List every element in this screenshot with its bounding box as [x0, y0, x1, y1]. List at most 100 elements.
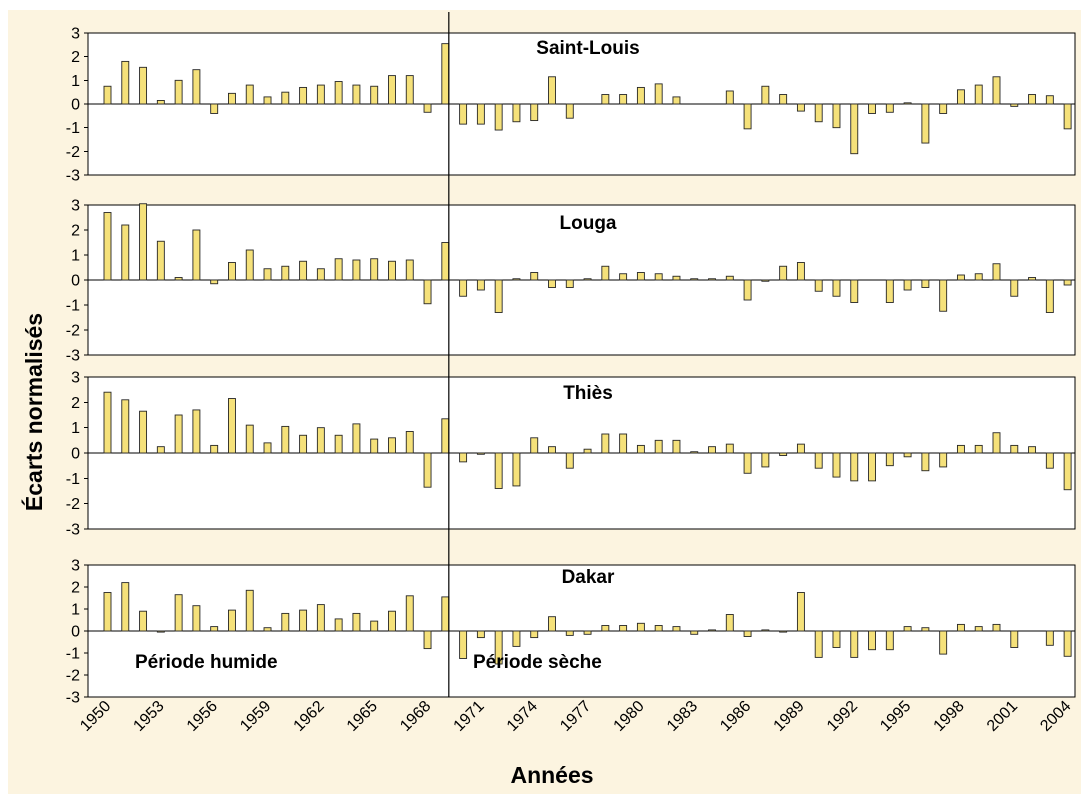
bar-saint-louis-1980: [636, 86, 645, 105]
bar-dakar-1994: [885, 630, 894, 651]
bar-dakar-1996: [921, 627, 930, 632]
bar-dakar-2004: [1063, 630, 1072, 657]
y-tick-label: 3: [71, 370, 80, 387]
bar-dakar-1960: [281, 612, 290, 632]
y-tick-label: -2: [66, 144, 80, 161]
bar-saint-louis-1994: [885, 103, 894, 113]
panel-thies: 3 2 1 0 -1 -2 -3 Thiès: [66, 370, 1076, 539]
bar-thies-1999: [974, 444, 983, 454]
bar-dakar-1954: [174, 594, 183, 632]
bar-thies-1989: [796, 443, 805, 454]
bar-saint-louis-1978: [601, 94, 610, 105]
bar-thies-1996: [921, 452, 930, 472]
bar-louga-1961: [299, 260, 308, 281]
bar-thies-1964: [352, 423, 361, 454]
bar-louga-1954: [174, 277, 183, 281]
y-tick-label: -2: [66, 668, 80, 685]
bar-thies-1986: [743, 452, 752, 474]
bar-saint-louis-1970: [459, 103, 468, 125]
bar-louga-1997: [939, 279, 948, 312]
y-tick-label: -2: [66, 496, 80, 513]
bar-dakar-1964: [352, 612, 361, 632]
bar-louga-1957: [228, 262, 236, 281]
bar-louga-1991: [832, 279, 841, 297]
y-tick-label: 0: [71, 624, 80, 641]
bar-dakar-1958: [245, 589, 254, 632]
station-panels: 3 2 1 0 -1 -2 -3 Saint-Louis 3 2 1 0 -1 -2 -3 Louga 3 2 1 0…: [66, 26, 1076, 707]
y-tick-label: -3: [66, 168, 80, 185]
bar-thies-1984: [708, 446, 716, 454]
bar-dakar-1978: [601, 625, 610, 632]
bar-louga-1976: [565, 279, 574, 288]
bar-dakar-2001: [1010, 630, 1019, 648]
bar-thies-1973: [512, 452, 521, 487]
bar-saint-louis-1951: [121, 60, 130, 105]
bar-louga-1977: [583, 278, 592, 281]
bar-thies-1985: [725, 443, 734, 454]
bar-louga-1978: [601, 265, 610, 281]
y-tick-label: 2: [71, 49, 80, 66]
bar-saint-louis-2003: [1045, 95, 1054, 105]
bar-louga-1996: [921, 279, 930, 288]
bar-saint-louis-1962: [316, 84, 325, 105]
bar-thies-2001: [1010, 444, 1019, 454]
bar-saint-louis-1998: [956, 89, 965, 105]
bar-louga-1975: [548, 279, 556, 288]
bar-louga-1968: [423, 279, 432, 305]
bar-louga-1966: [388, 260, 396, 281]
bar-louga-1983: [690, 278, 699, 281]
bar-thies-1972: [494, 452, 503, 489]
y-tick-label: 0: [71, 97, 80, 114]
bar-dakar-1995: [903, 626, 912, 632]
bar-dakar-1952: [139, 610, 148, 632]
bar-louga-1964: [352, 259, 361, 281]
bar-louga-1994: [885, 279, 894, 303]
bar-thies-1965: [370, 438, 379, 454]
panel-title-dakar: Dakar: [562, 567, 615, 588]
bar-louga-1980: [636, 272, 645, 281]
bar-louga-1998: [956, 274, 965, 281]
y-tick-label: 1: [71, 248, 80, 265]
bar-thies-1962: [316, 427, 325, 454]
bar-saint-louis-1974: [530, 103, 539, 122]
bar-louga-1992: [850, 279, 859, 303]
bar-louga-2000: [992, 263, 1001, 281]
bar-saint-louis-2004: [1063, 103, 1072, 130]
bar-louga-2002: [1028, 277, 1037, 281]
bar-thies-1955: [192, 409, 201, 454]
bar-saint-louis-1979: [619, 94, 628, 105]
bar-dakar-2000: [992, 623, 1001, 632]
bar-dakar-1998: [956, 623, 965, 632]
bar-thies-1990: [814, 452, 823, 469]
bar-thies-1982: [672, 439, 681, 454]
bar-dakar-1980: [636, 622, 645, 632]
bar-saint-louis-1990: [814, 103, 823, 123]
bar-thies-1967: [405, 431, 414, 454]
bar-dakar-1956: [210, 626, 219, 632]
bar-saint-louis-1996: [921, 103, 930, 144]
bar-louga-1986: [743, 279, 752, 301]
bar-louga-1959: [263, 268, 272, 281]
y-tick-label: 0: [71, 446, 80, 463]
bar-dakar-1974: [530, 630, 539, 639]
bar-louga-1987: [761, 279, 770, 282]
bar-saint-louis-1961: [299, 86, 308, 105]
bar-saint-louis-1985: [725, 90, 734, 105]
x-axis-title: Années: [510, 762, 593, 788]
bar-louga-1984: [708, 278, 716, 281]
bar-saint-louis-1964: [352, 84, 361, 105]
bar-dakar-1993: [868, 630, 876, 651]
bar-saint-louis-1973: [512, 103, 521, 123]
bar-thies-1956: [210, 444, 219, 454]
bar-louga-1950: [103, 212, 112, 281]
y-tick-label: -3: [66, 690, 80, 707]
bar-dakar-1982: [672, 626, 681, 632]
bar-dakar-1997: [939, 630, 948, 655]
bar-saint-louis-1966: [388, 75, 396, 105]
bar-dakar-1959: [263, 627, 272, 632]
bar-thies-1998: [956, 444, 965, 454]
bar-dakar-1981: [654, 625, 663, 632]
bar-saint-louis-1968: [423, 103, 432, 113]
bar-louga-1955: [192, 229, 201, 281]
bar-thies-2002: [1028, 446, 1037, 454]
